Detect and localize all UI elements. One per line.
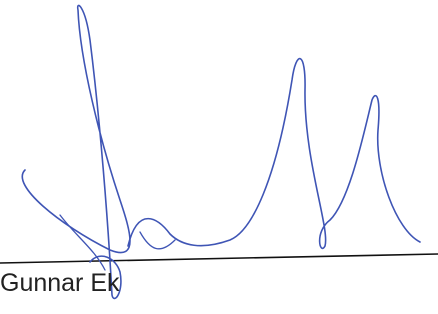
signature-drawing xyxy=(0,0,438,314)
signer-name: Gunnar Ek xyxy=(0,268,120,298)
signature-stroke xyxy=(128,59,420,249)
signature-line xyxy=(0,254,438,263)
signature-stroke xyxy=(22,5,130,298)
signature-block: Gunnar Ek xyxy=(0,0,438,314)
